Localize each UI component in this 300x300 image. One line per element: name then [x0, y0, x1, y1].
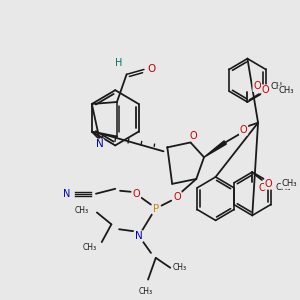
- Text: O: O: [173, 192, 181, 202]
- Text: CH₃: CH₃: [271, 82, 286, 91]
- Text: O: O: [190, 130, 197, 140]
- Text: H: H: [115, 58, 123, 68]
- Text: N: N: [134, 231, 142, 241]
- Text: N: N: [63, 189, 71, 199]
- Text: CH₃: CH₃: [75, 206, 89, 215]
- Text: CH₃: CH₃: [281, 179, 297, 188]
- Text: N: N: [96, 140, 104, 149]
- Text: CH₃: CH₃: [275, 183, 291, 192]
- Text: O: O: [240, 124, 248, 135]
- Text: CH₃: CH₃: [278, 86, 294, 95]
- Text: O: O: [133, 189, 140, 199]
- Text: P: P: [153, 203, 159, 214]
- Text: CH₃: CH₃: [83, 242, 97, 251]
- Text: O: O: [265, 179, 272, 189]
- Text: O: O: [148, 64, 156, 74]
- Text: CH₃: CH₃: [139, 287, 153, 296]
- Text: O: O: [258, 183, 266, 193]
- Polygon shape: [204, 141, 226, 157]
- Text: O: O: [262, 85, 270, 95]
- Text: CH₃: CH₃: [172, 263, 186, 272]
- Text: O: O: [253, 81, 261, 91]
